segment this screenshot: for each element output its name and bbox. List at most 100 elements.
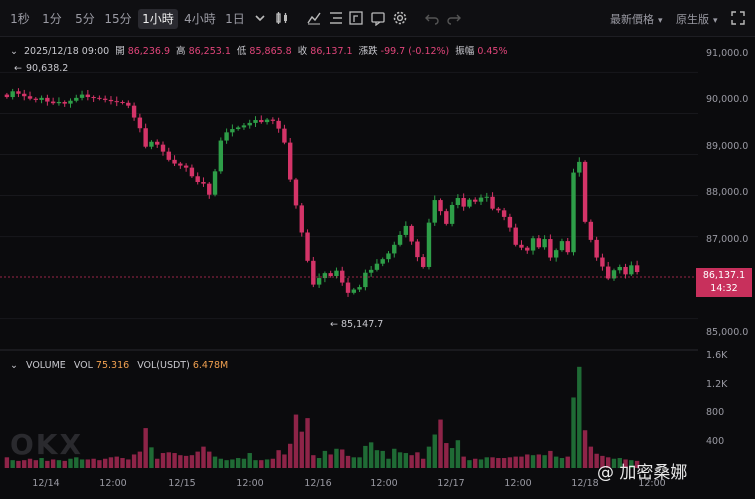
price-tick: 91,000.0 xyxy=(706,48,748,59)
candle-body xyxy=(542,239,547,248)
candle-body xyxy=(120,101,125,103)
view-mode-select[interactable]: 原生版 ▾ xyxy=(676,11,718,27)
candle-body xyxy=(392,244,397,254)
volume-bar xyxy=(189,455,195,468)
candle-body xyxy=(455,198,461,205)
volume-bar xyxy=(241,458,247,468)
undo-icon[interactable] xyxy=(424,10,440,26)
layout-icon[interactable] xyxy=(348,10,364,26)
fullscreen-icon[interactable] xyxy=(730,10,746,26)
candle-body xyxy=(45,97,50,102)
svg-text:←: ← xyxy=(330,319,338,330)
volume-bar xyxy=(97,460,102,468)
candle-body xyxy=(397,234,403,245)
candle-body xyxy=(85,94,91,98)
candle-body xyxy=(149,141,154,147)
candle-body xyxy=(461,198,466,207)
candlestick-chart[interactable]: ← 90,638.2 ← 85,147.7 91,000.0 90,000.0 … xyxy=(0,36,755,499)
volume-bar xyxy=(397,452,403,468)
time-tick: 12/16 xyxy=(304,478,331,489)
volume-bar xyxy=(351,457,356,468)
volume-bar xyxy=(68,458,73,468)
timeframe-dropdown-icon[interactable] xyxy=(252,10,268,26)
volume-bar xyxy=(207,451,212,468)
volume-bar xyxy=(577,366,582,468)
volume-bar xyxy=(334,448,339,468)
candle-body xyxy=(282,128,287,143)
chevron-down-icon: ▾ xyxy=(713,16,718,26)
timeframe-1h[interactable]: 1小時 xyxy=(138,9,178,29)
settings-icon[interactable] xyxy=(392,10,408,26)
volume-bar xyxy=(536,454,542,468)
volume-bar xyxy=(270,458,276,468)
candle-body xyxy=(305,232,310,261)
candle-body xyxy=(178,163,183,166)
timeframe-1d[interactable]: 1日 xyxy=(225,12,245,26)
volume-bar xyxy=(201,446,206,468)
volume-bar xyxy=(490,457,495,468)
drawing-list-icon[interactable] xyxy=(328,10,344,26)
volume-bar xyxy=(415,452,420,468)
indicators-icon[interactable] xyxy=(306,10,322,26)
candle-body xyxy=(525,247,530,251)
candle-type-icon[interactable] xyxy=(274,10,290,26)
volume-bar xyxy=(617,458,622,468)
volume-bars xyxy=(4,366,640,468)
vol-value: 75.316 xyxy=(95,360,130,371)
low-marker: ← 85,147.7 xyxy=(330,319,383,330)
price-tick: 90,000.0 xyxy=(706,94,748,105)
collapse-icon[interactable]: ⌄ xyxy=(10,360,18,371)
candle-body xyxy=(577,161,582,173)
volume-bar xyxy=(542,455,547,468)
candle-body xyxy=(212,171,218,195)
volume-bar xyxy=(634,460,640,468)
price-tick: 85,000.0 xyxy=(706,327,748,338)
candle-body xyxy=(328,273,333,276)
redo-icon[interactable] xyxy=(446,10,462,26)
close-value: 86,137.1 xyxy=(310,46,353,57)
timeframe-15m[interactable]: 15分 xyxy=(104,12,132,26)
timeframe-4h[interactable]: 4小時 xyxy=(184,12,216,26)
candle-body xyxy=(473,199,478,202)
volume-bar xyxy=(368,442,374,468)
candle-body xyxy=(553,250,559,258)
snapshot-icon[interactable] xyxy=(370,10,386,26)
price-type-label: 最新價格 xyxy=(610,13,654,26)
open-label: 開 xyxy=(115,46,125,57)
low-label: 低 xyxy=(236,46,247,57)
volume-bar xyxy=(600,455,605,468)
candle-body xyxy=(189,167,195,177)
price-type-select[interactable]: 最新價格 ▾ xyxy=(610,11,663,27)
candle-body xyxy=(629,265,634,275)
timeframe-5m[interactable]: 5分 xyxy=(75,12,95,26)
volume-bar xyxy=(311,455,316,468)
candle-body xyxy=(415,241,420,258)
candle-body xyxy=(33,98,38,100)
timeframe-1s[interactable]: 1秒 xyxy=(10,12,30,26)
volume-bar xyxy=(183,455,189,468)
volume-bar xyxy=(449,448,455,468)
candle-body xyxy=(606,266,611,279)
candle-body xyxy=(224,132,229,141)
current-price: 86,137.1 xyxy=(702,270,746,281)
candle-body xyxy=(50,101,56,104)
timeframe-1m[interactable]: 1分 xyxy=(42,12,62,26)
volume-bar xyxy=(293,414,299,468)
amplitude-label: 振幅 xyxy=(455,46,475,57)
collapse-icon[interactable]: ⌄ xyxy=(10,46,18,57)
volume-bar xyxy=(126,459,131,468)
volume-bar xyxy=(27,458,33,468)
candle-body xyxy=(634,265,640,273)
volume-bar xyxy=(316,458,322,468)
candle-body xyxy=(496,208,501,211)
volume-bar xyxy=(328,454,333,468)
candle-body xyxy=(519,244,524,248)
volume-bar xyxy=(56,460,62,468)
time-axis: 12/14 12:00 12/15 12:00 12/16 12:00 12/1… xyxy=(32,478,665,489)
candle-body xyxy=(264,119,270,123)
volume-bar xyxy=(403,453,409,468)
change-label: 漲跌 xyxy=(358,46,378,57)
volume-bar xyxy=(438,419,443,468)
volume-bar xyxy=(432,434,437,468)
volume-bar xyxy=(247,453,252,468)
